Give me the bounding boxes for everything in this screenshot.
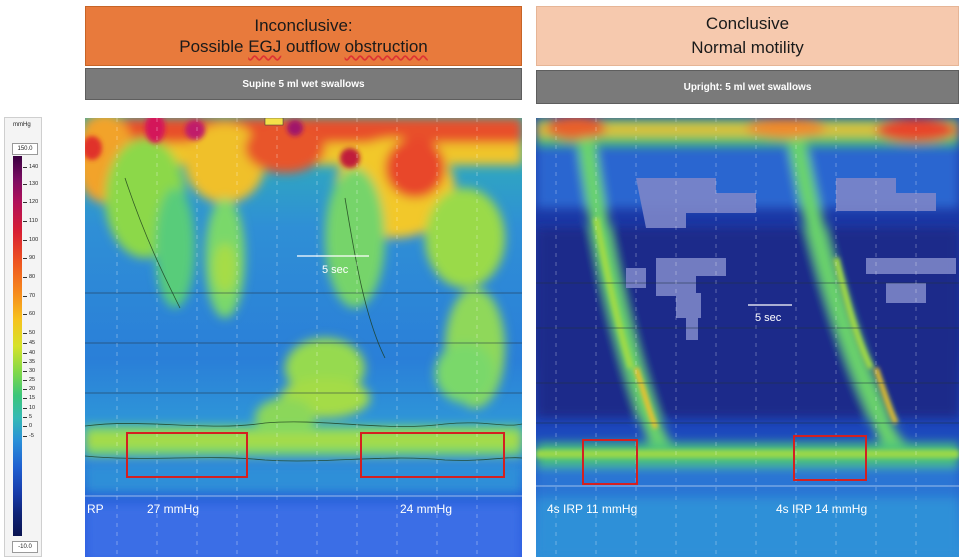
right-time-scale-label: 5 sec (755, 312, 782, 324)
scale-tick-label: 35 (29, 359, 36, 365)
right-title-line1: Conclusive (705, 14, 790, 33)
left-title-line2: Possible EGJ outflow obstruction (179, 36, 428, 57)
scale-tick-label: 30 (29, 368, 36, 374)
right-irp-box-2 (793, 435, 867, 481)
left-irp-box-2 (360, 432, 505, 478)
scale-tick-label: 60 (29, 311, 36, 317)
scale-tick-label: 0 (29, 423, 33, 429)
left-topography-image (85, 118, 522, 557)
scale-tick-label: 10 (29, 405, 36, 411)
scale-tick-mark (23, 380, 27, 381)
scale-tick-mark (23, 258, 27, 259)
left-pressure-topography: 5 sec RP 27 mmHg 24 mmHg (85, 118, 522, 557)
scale-unit-label: mmHg (13, 122, 31, 128)
left-title-word-egj: EGJ (248, 37, 282, 56)
scale-tick-label: -5 (29, 433, 34, 439)
right-irp-value-2: 4s IRP 14 mmHg (776, 502, 868, 516)
scale-tick-label: 90 (29, 255, 36, 261)
scale-tick-label: 40 (29, 350, 36, 356)
scale-tick-label: 120 (29, 199, 39, 205)
scale-tick-mark (23, 314, 27, 315)
scale-tick-mark (23, 389, 27, 390)
scale-tick-mark (23, 221, 27, 222)
left-title-word-obstruction: obstruction (344, 37, 428, 56)
scale-tick-mark (23, 343, 27, 344)
scale-tick-mark (23, 408, 27, 409)
pressure-color-scale: mmHg 150.0 140 130 120 110 100 90 80 70 60 50 45 40… (4, 117, 42, 557)
left-title-line1: Inconclusive: (254, 16, 353, 35)
left-subtitle: Supine 5 ml wet swallows (85, 68, 522, 100)
right-irp-box-1 (582, 439, 638, 485)
scale-tick-mark (23, 240, 27, 241)
scale-tick-mark (23, 202, 27, 203)
left-time-scale-label: 5 sec (322, 264, 349, 276)
right-topography-image (536, 118, 959, 557)
scale-tick-mark (23, 371, 27, 372)
scale-tick-mark (23, 277, 27, 278)
time-marker (264, 118, 284, 126)
scale-tick-mark (23, 353, 27, 354)
right-subtitle: Upright: 5 ml wet swallows (536, 70, 959, 104)
scale-tick-mark (23, 333, 27, 334)
scale-tick-label: 130 (29, 181, 39, 187)
scale-tick-mark (23, 184, 27, 185)
scale-tick-mark (23, 436, 27, 437)
scale-tick-mark (23, 417, 27, 418)
scale-tick-mark (23, 362, 27, 363)
right-irp-value-1: 4s IRP 11 mmHg (547, 502, 638, 516)
scale-tick-label: 20 (29, 386, 36, 392)
scale-tick-label: 50 (29, 330, 36, 336)
scale-max-label: 150.0 (12, 143, 38, 155)
left-title-word-possible: Possible (179, 37, 249, 56)
scale-tick-label: 45 (29, 340, 36, 346)
scale-tick-label: 70 (29, 293, 36, 299)
left-irp-value-2: 24 mmHg (400, 502, 453, 516)
left-irp-value-1: 27 mmHg (147, 502, 200, 516)
left-panel-title: Inconclusive: Possible EGJ outflow obstr… (85, 6, 522, 66)
scale-min-label: -10.0 (12, 541, 38, 553)
left-irp-box-1 (126, 432, 248, 478)
left-title-word-outflow: outflow (281, 37, 345, 56)
scale-tick-label: 5 (29, 414, 33, 420)
scale-tick-mark (23, 426, 27, 427)
scale-color-bar (13, 156, 22, 536)
scale-tick-mark (23, 167, 27, 168)
scale-tick-label: 15 (29, 395, 36, 401)
scale-tick-mark (23, 398, 27, 399)
right-title-line2: Normal motility (691, 38, 804, 57)
scale-tick-label: 25 (29, 377, 36, 383)
left-irp-prefix: RP (87, 502, 104, 516)
scale-tick-label: 110 (29, 218, 38, 224)
right-panel-title: Conclusive Normal motility (536, 6, 959, 66)
scale-tick-label: 100 (29, 237, 39, 243)
scale-tick-label: 80 (29, 274, 36, 280)
scale-tick-mark (23, 296, 27, 297)
scale-tick-label: 140 (29, 164, 39, 170)
right-pressure-topography: 5 sec 4s IRP 11 mmHg 4s IRP 14 mmHg (536, 118, 959, 557)
